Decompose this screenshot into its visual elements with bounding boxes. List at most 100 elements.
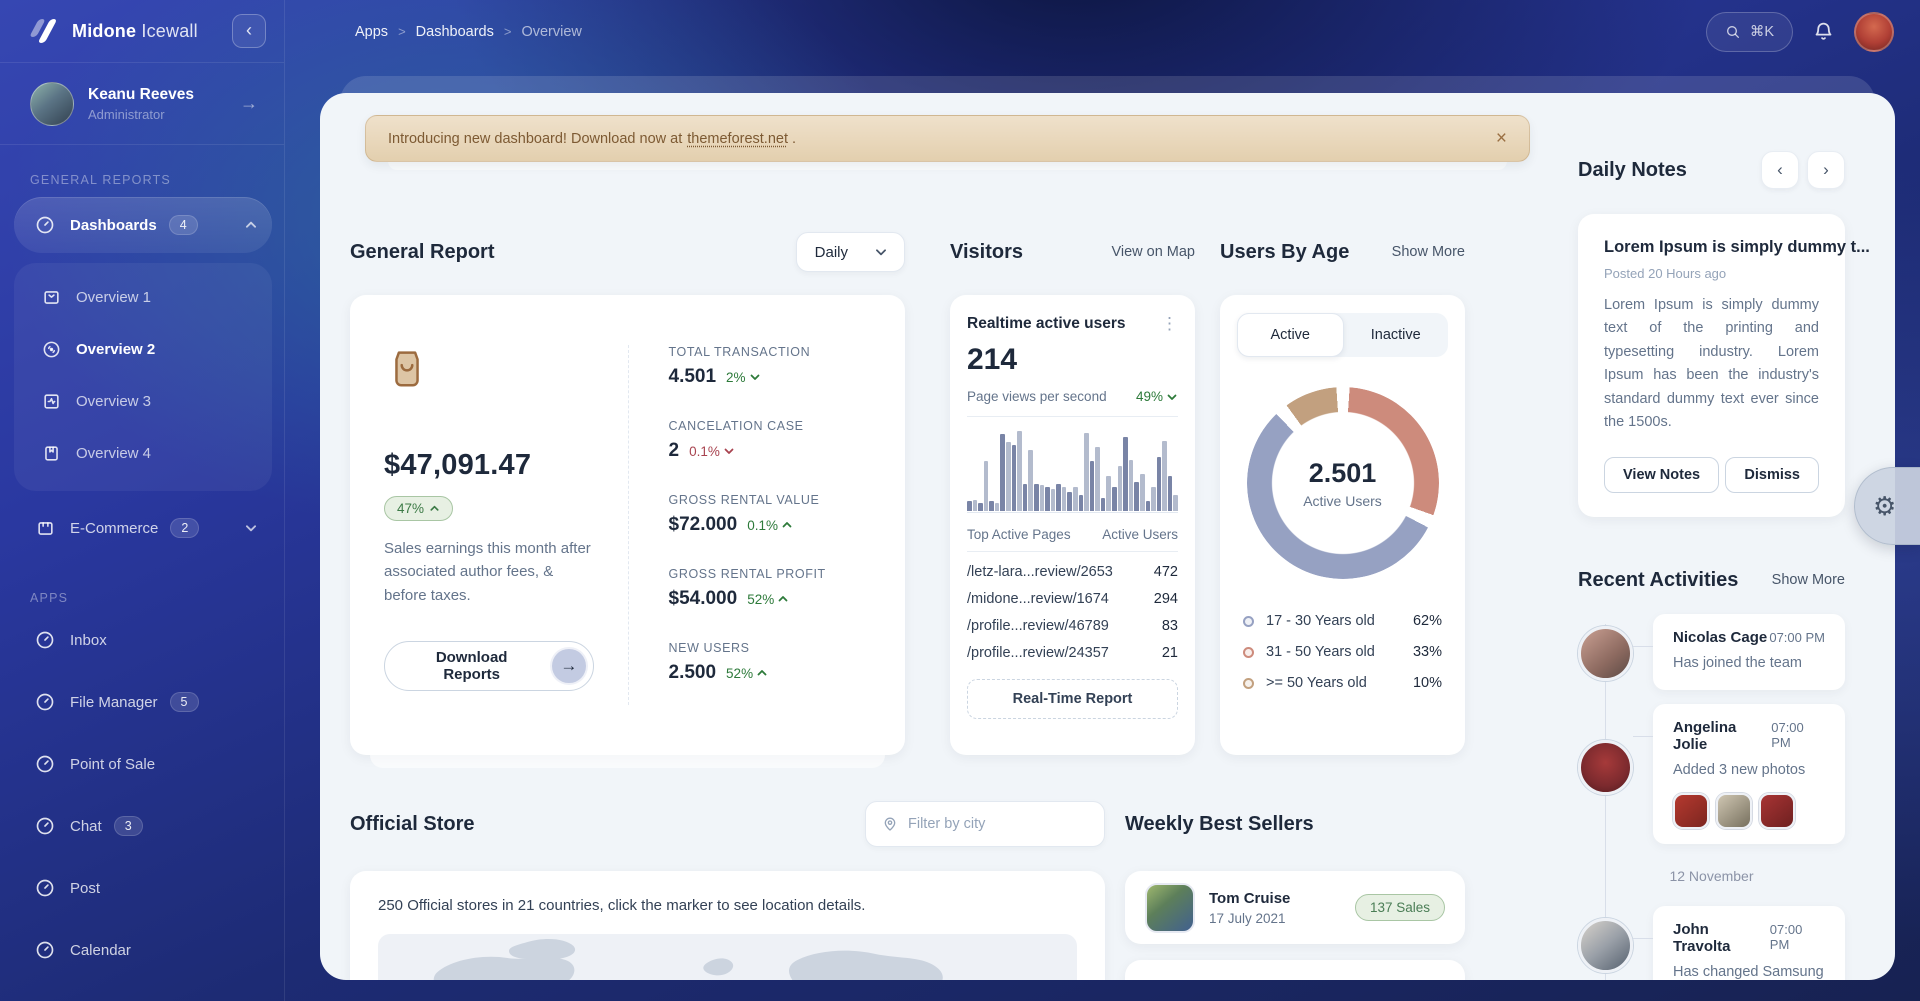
active-inactive-toggle: Active Inactive: [1237, 313, 1448, 357]
tab-active[interactable]: Active: [1237, 313, 1344, 357]
sidebar-item-file-manager[interactable]: File Manager 5: [14, 677, 272, 727]
users-by-age-title: Users By Age: [1220, 240, 1350, 263]
book-icon: [40, 442, 62, 464]
activity-avatar: [1578, 739, 1633, 795]
activity-card[interactable]: John Travolta 07:00 PM Has changed Samsu…: [1633, 906, 1845, 980]
inbox-icon: [40, 286, 62, 308]
legend-row: 31 - 50 Years old 33%: [1243, 644, 1442, 660]
legend-row: 17 - 30 Years old 62%: [1243, 613, 1442, 629]
breadcrumb-apps[interactable]: Apps: [355, 23, 389, 40]
gauge-icon: [34, 877, 56, 899]
gear-icon: ⚙: [1873, 490, 1897, 521]
arrow-right-icon[interactable]: →: [240, 93, 258, 113]
sidebar-collapse-button[interactable]: ‹: [232, 14, 266, 48]
active-page-row[interactable]: /letz-lara...review/2653 472: [967, 558, 1178, 585]
sidebar-item-label: E-Commerce: [70, 519, 159, 537]
notes-prev-button[interactable]: ‹: [1761, 151, 1799, 189]
stat-new-users: NEW USERS 2.500 52%: [669, 641, 866, 684]
download-reports-button[interactable]: Download Reports →: [384, 640, 594, 691]
stat-label: TOTAL TRANSACTION: [668, 345, 811, 359]
breadcrumb-dashboards[interactable]: Dashboards: [415, 23, 494, 40]
item-badge: 3: [113, 816, 143, 836]
activity-name: Angelina Jolie: [1673, 718, 1737, 753]
note-posted-time: Posted 20 Hours ago: [1604, 266, 1727, 281]
sidebar-item-overview-3[interactable]: Overview 3: [20, 377, 266, 425]
sidebar-item-calendar[interactable]: Calendar: [14, 925, 272, 975]
dismiss-button[interactable]: Dismiss: [1725, 456, 1819, 493]
sidebar-section-apps: APPS: [30, 591, 69, 605]
tab-inactive[interactable]: Inactive: [1370, 327, 1421, 343]
close-icon[interactable]: ×: [1495, 128, 1507, 149]
realtime-users-count: 214: [967, 343, 1018, 376]
activity-card[interactable]: Nicolas Cage 07:00 PM Has joined the tea…: [1633, 613, 1845, 690]
stat-value: $54.000: [668, 588, 738, 609]
legend-label: 17 - 30 Years old: [1266, 613, 1375, 629]
sidebar-item-overview-1[interactable]: Overview 1: [20, 273, 266, 321]
dashboards-badge: 4: [168, 215, 198, 235]
sidebar-item-post[interactable]: Post: [14, 863, 272, 913]
user-role: Administrator: [88, 106, 165, 122]
activity-card[interactable]: Angelina Jolie 07:00 PM Added 3 new phot…: [1633, 703, 1845, 845]
announcement-banner: Introducing new dashboard! Download now …: [365, 115, 1530, 170]
users-by-age-card: Active Inactive 2.501 Active Users: [1220, 295, 1465, 768]
view-notes-button[interactable]: View Notes: [1604, 456, 1720, 493]
real-time-report-button[interactable]: Real-Time Report: [967, 679, 1178, 719]
stat-total-transaction: TOTAL TRANSACTION 4.501 2%: [669, 345, 866, 388]
seller-row-tom-cruise[interactable]: Tom Cruise 17 July 2021 137 Sales: [1125, 871, 1465, 944]
visitors-bar-chart: [967, 431, 1178, 513]
chevron-right-icon: ›: [1823, 160, 1829, 179]
active-page-row[interactable]: /midone...review/1674 294: [967, 585, 1178, 612]
profile-avatar[interactable]: [1854, 11, 1894, 52]
daily-notes-title: Daily Notes: [1578, 158, 1687, 181]
activity-time: 07:00 PM: [1769, 629, 1825, 645]
brand-name: Midone Icewall: [72, 21, 232, 42]
filter-by-city-input[interactable]: [908, 816, 1088, 832]
sales-badge: 137 Sales: [1354, 894, 1445, 921]
sidebar-item-label: Inbox: [70, 631, 107, 649]
activity-name: Nicolas Cage: [1673, 628, 1768, 646]
stat-delta: 2%: [726, 369, 746, 385]
breadcrumb-separator: >: [503, 24, 512, 39]
sales-amount: $47,091.47: [384, 449, 532, 481]
show-more-link[interactable]: Show More: [1391, 244, 1465, 260]
active-page-row[interactable]: /profile...review/46789 83: [967, 612, 1178, 639]
sidebar-item-label: Chat: [70, 817, 102, 835]
sidebar-item-inbox[interactable]: Inbox: [14, 615, 272, 665]
activity-item: Angelina Jolie 07:00 PM Added 3 new phot…: [1578, 703, 1845, 845]
sidebar-item-label: Overview 4: [76, 444, 152, 462]
kebab-menu-icon[interactable]: ⋮: [1161, 314, 1178, 333]
view-on-map-link[interactable]: View on Map: [1111, 244, 1195, 260]
active-users-count: 2.501: [1308, 457, 1377, 488]
arrow-right-icon: →: [550, 646, 588, 685]
users-by-age-section: Users By Age Show More Active Inactive 2…: [1220, 162, 1465, 768]
stat-cancelation-case: CANCELATION CASE 2 0.1%: [669, 419, 866, 462]
period-select[interactable]: Daily: [795, 232, 905, 272]
show-more-link[interactable]: Show More: [1771, 572, 1845, 589]
page-path: /profile...review/46789: [967, 617, 1109, 634]
notifications-bell-icon[interactable]: [1813, 21, 1834, 42]
sidebar-user[interactable]: Keanu Reeves Administrator →: [0, 63, 284, 145]
sidebar-item-label: Point of Sale: [70, 755, 156, 773]
sidebar-item-chat[interactable]: Chat 3: [14, 801, 272, 851]
settings-button[interactable]: ⚙: [1854, 467, 1920, 545]
banner-link[interactable]: themeforest.net: [687, 130, 788, 147]
stat-delta: 0.1%: [747, 517, 778, 533]
active-page-row[interactable]: /profile...review/24357 21: [967, 639, 1178, 666]
timeline-date-divider: 12 November: [1669, 868, 1754, 885]
sidebar-item-label: File Manager: [70, 693, 158, 711]
sidebar-item-dashboards[interactable]: Dashboards 4: [14, 197, 272, 253]
notes-next-button[interactable]: ›: [1807, 151, 1845, 189]
age-donut-chart: 2.501 Active Users: [1246, 387, 1439, 579]
chevron-down-icon: [724, 448, 734, 454]
search-button[interactable]: ⌘K: [1705, 11, 1793, 52]
brand-name-light: Icewall: [141, 20, 198, 41]
sidebar-item-overview-4[interactable]: Overview 4: [20, 429, 266, 477]
sidebar-item-overview-2[interactable]: Overview 2: [20, 325, 266, 373]
item-badge: 5: [169, 692, 199, 712]
sidebar-item-ecommerce[interactable]: E-Commerce 2: [14, 503, 272, 553]
sidebar-item-point-of-sale[interactable]: Point of Sale: [14, 739, 272, 789]
banner-period: .: [791, 130, 797, 147]
world-map[interactable]: [378, 934, 1077, 980]
brand-logo-icon: [29, 18, 60, 44]
seller-row[interactable]: [1125, 960, 1465, 980]
